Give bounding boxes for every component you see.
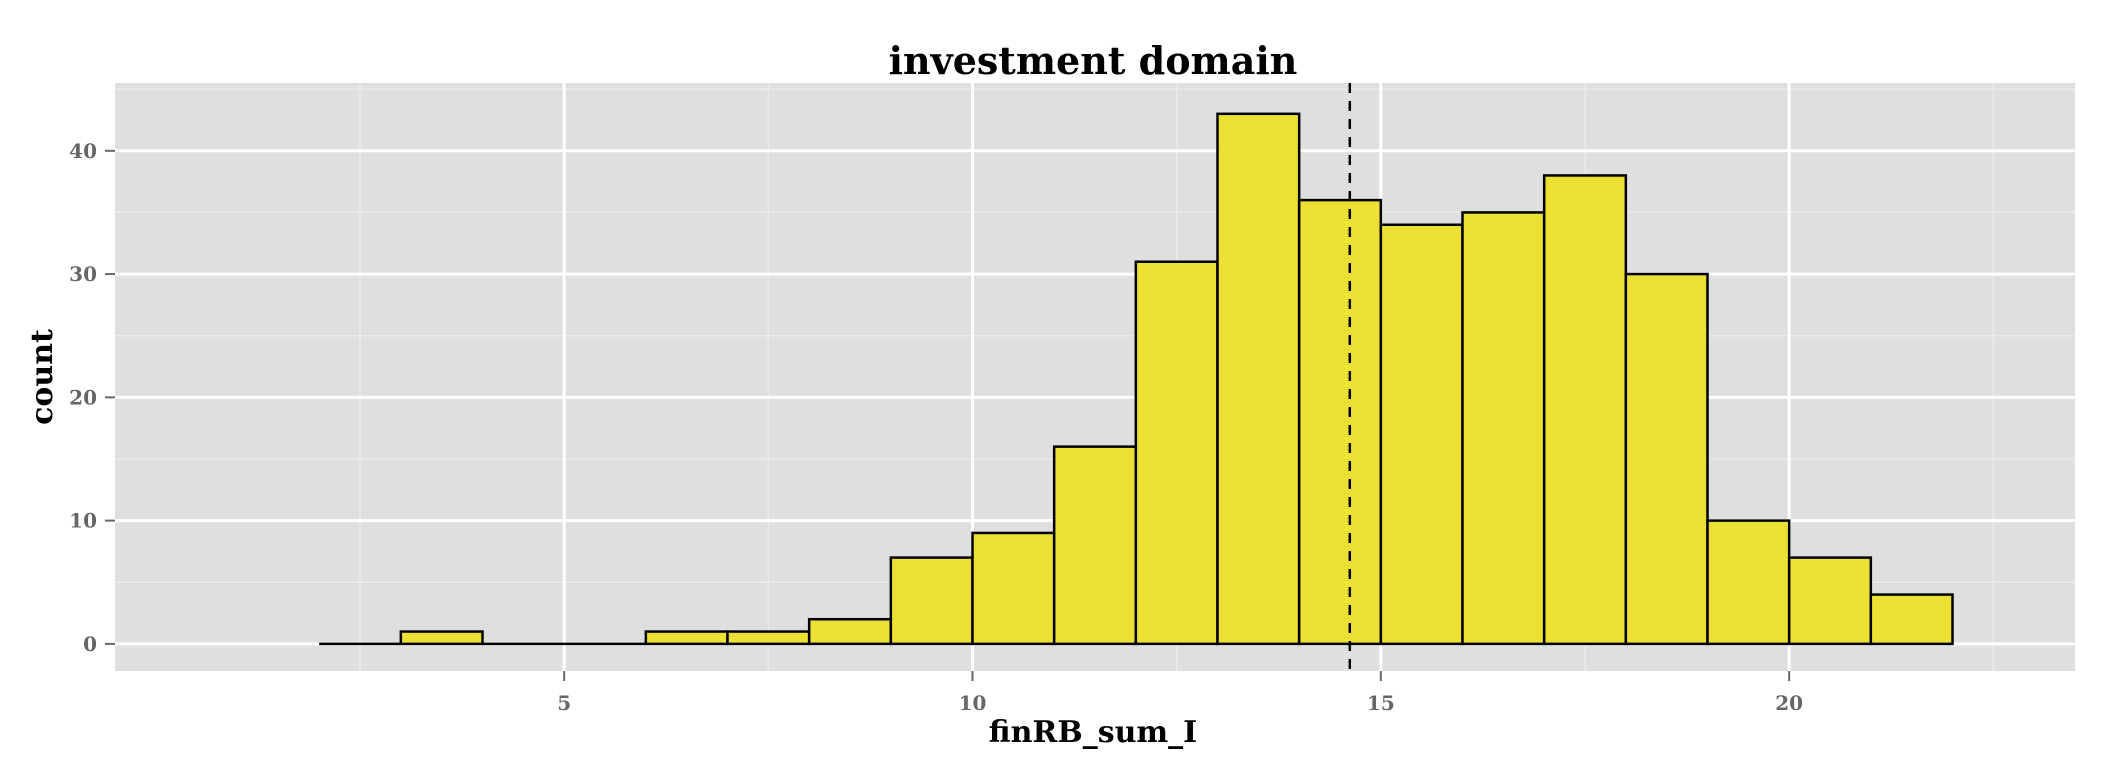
y-tick-label: 10 [69,509,97,533]
y-tick-label: 20 [69,385,97,409]
y-tick-label: 40 [69,139,97,163]
histogram-bar [971,531,1056,646]
histogram-bar [726,630,811,646]
histogram-bar [1379,223,1464,646]
y-axis-title: count [25,329,60,425]
histogram-bar [399,630,484,646]
histogram-bars [319,112,1954,646]
histogram-bar [1461,211,1546,646]
chart-title: investment domain [889,38,1298,83]
y-tick-label: 30 [69,262,97,286]
histogram-bar [1134,260,1219,646]
x-tick-label: 5 [557,691,571,715]
histogram-bar [644,630,729,646]
x-tick-label: 10 [959,691,987,715]
histogram-bar [1542,174,1628,646]
histogram-bar [1216,112,1301,646]
histogram-bar [889,556,974,646]
histogram-bar [1706,519,1791,646]
histogram-bar [807,617,893,646]
x-tick-label: 15 [1367,691,1395,715]
histogram-bar [1624,272,1709,646]
histogram-bar [1869,593,1954,646]
histogram-bar [1297,198,1383,646]
y-axis-ticks: 0 10 20 30 40 [69,139,115,656]
x-tick-label: 20 [1775,691,1803,715]
y-tick-label: 0 [83,632,97,656]
histogram-bar [1052,445,1138,646]
x-axis-title: finRB_sum_I [989,715,1197,750]
histogram-bar [1787,556,1873,646]
x-axis-ticks: 5 10 15 20 [557,671,1803,715]
